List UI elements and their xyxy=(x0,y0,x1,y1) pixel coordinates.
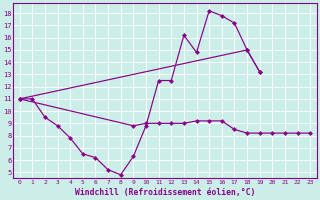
X-axis label: Windchill (Refroidissement éolien,°C): Windchill (Refroidissement éolien,°C) xyxy=(75,188,255,197)
